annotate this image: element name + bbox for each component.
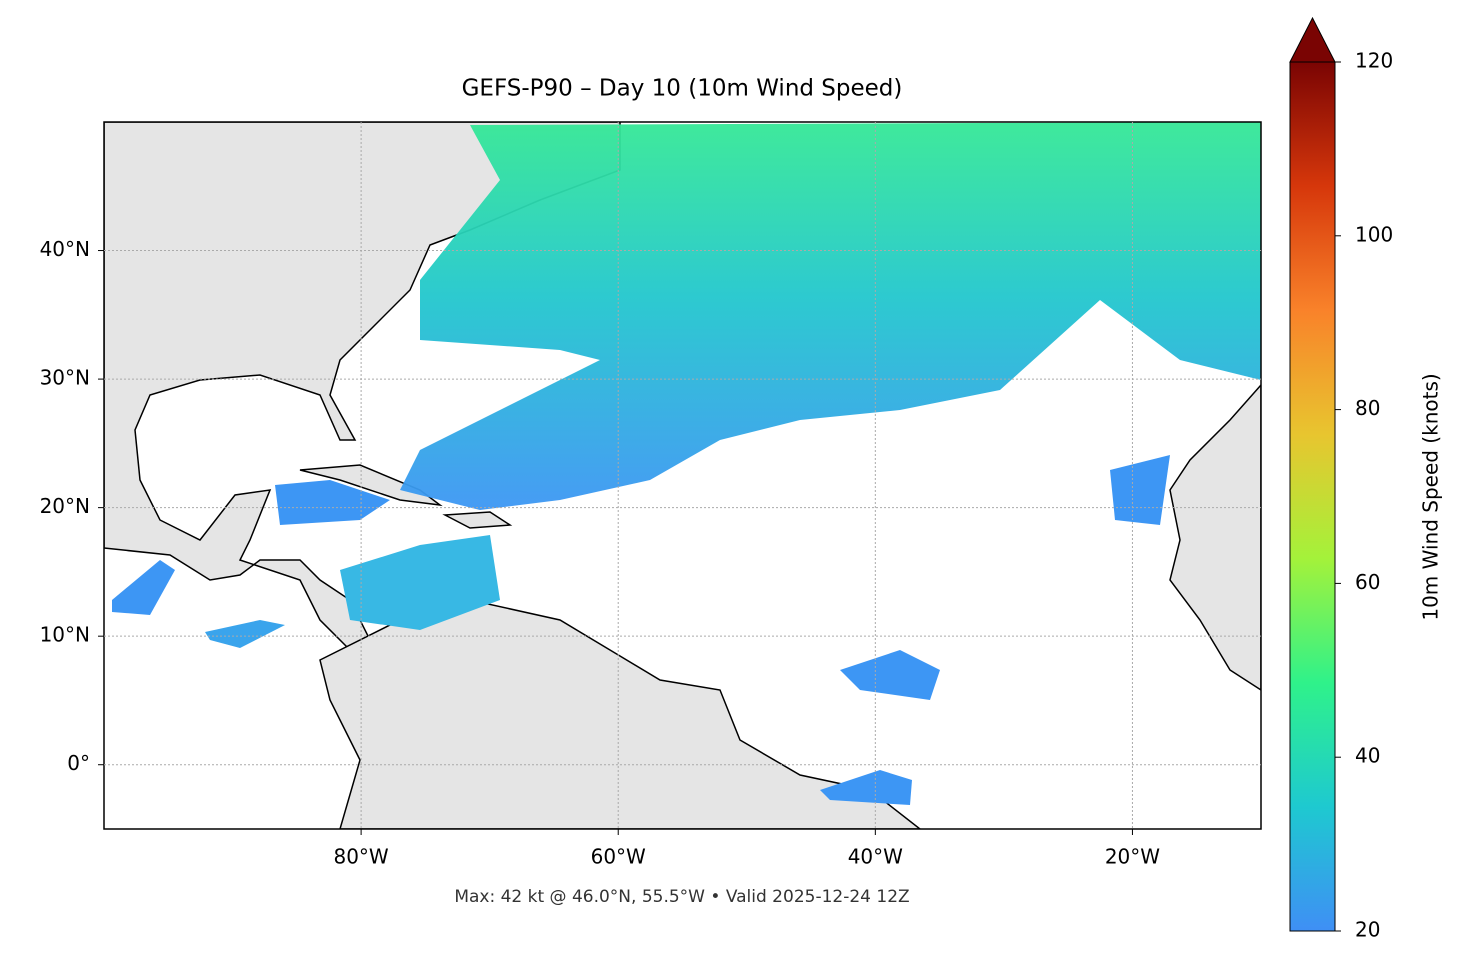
wind-field — [340, 535, 500, 630]
y-tick-label: 0° — [67, 751, 90, 775]
y-tick-label: 10°N — [40, 623, 90, 647]
colorbar-tick-label: 20 — [1355, 918, 1380, 942]
y-tick-label: 40°N — [40, 237, 90, 261]
y-tick-label: 30°N — [40, 366, 90, 390]
hispaniola — [442, 511, 513, 529]
colorbar-extend — [1289, 16, 1336, 63]
wind-field — [820, 770, 912, 805]
x-tick-label: 20°W — [1105, 845, 1160, 869]
wind-field — [840, 650, 940, 700]
cuba — [299, 464, 443, 507]
colorbar-tick-label: 60 — [1355, 570, 1380, 594]
south-america — [319, 599, 922, 829]
wind-field — [112, 560, 175, 615]
map-title: GEFS-P90 – Day 10 (10m Wind Speed) — [462, 76, 903, 102]
footer-note: Max: 42 kt @ 46.0°N, 55.5°W • Valid 2025… — [454, 887, 909, 907]
colorbar-tick-label: 100 — [1355, 222, 1393, 246]
wind-field — [400, 122, 1261, 510]
colorbar-tick-label: 40 — [1355, 744, 1380, 768]
x-tick-label: 40°W — [848, 845, 903, 869]
africa — [1169, 383, 1261, 691]
colorbar-tick-label: 80 — [1355, 396, 1380, 420]
colorbar-tick-label: 120 — [1355, 49, 1393, 73]
x-tick-label: 60°W — [591, 845, 646, 869]
north-america — [104, 122, 621, 651]
wind-field — [205, 620, 285, 648]
wind-field — [1110, 455, 1170, 525]
y-tick-label: 20°N — [40, 494, 90, 518]
colorbar-label: 10m Wind Speed (knots) — [1419, 373, 1443, 620]
map-frame — [103, 121, 1262, 830]
colorbar — [1289, 61, 1336, 932]
map-body — [104, 122, 1261, 829]
x-tick-label: 80°W — [333, 845, 388, 869]
